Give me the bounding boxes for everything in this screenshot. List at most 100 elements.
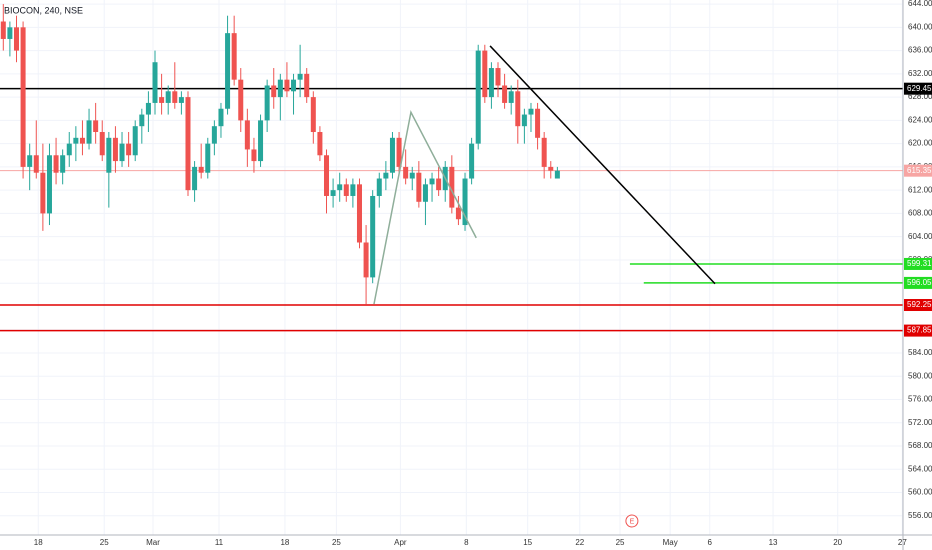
candle-body [178, 97, 184, 103]
y-tick-label: 640.00 [908, 22, 932, 31]
candle-body [225, 33, 231, 109]
candle-body [291, 79, 297, 92]
candle-body [548, 166, 554, 171]
candle-body [449, 166, 455, 208]
candle-body [403, 166, 409, 179]
candle-body [330, 190, 336, 196]
x-tick-label: 8 [464, 538, 469, 547]
candle-body [422, 184, 428, 202]
candle-body [159, 97, 165, 103]
candle-body [277, 79, 283, 98]
price-label: 596.05 [907, 278, 932, 287]
y-tick-label: 636.00 [908, 46, 932, 55]
candle-body [416, 172, 422, 202]
candle-body [152, 62, 158, 103]
candle-body [79, 137, 85, 144]
candle-body [172, 91, 178, 103]
candle-body [211, 126, 217, 144]
candle-body [383, 172, 389, 179]
y-tick-label: 572.00 [908, 418, 932, 427]
price-label: 587.85 [907, 326, 932, 335]
candle-body [554, 170, 560, 179]
y-tick-label: 632.00 [908, 69, 932, 78]
y-tick-label: 624.00 [908, 115, 932, 124]
candle-body [244, 120, 250, 150]
y-tick-label: 620.00 [908, 139, 932, 148]
y-tick-label: 556.00 [908, 511, 932, 520]
candle-body [192, 166, 198, 191]
candle-body [337, 184, 343, 191]
y-tick-label: 560.00 [908, 488, 932, 497]
x-tick-label: 20 [833, 538, 842, 547]
candle-body [488, 68, 494, 98]
y-tick-label: 608.00 [908, 209, 932, 218]
candle-body [462, 178, 468, 226]
y-tick-label: 644.00 [908, 0, 932, 8]
candle-body [455, 207, 461, 220]
candle-body [119, 143, 125, 162]
trend-line [373, 109, 477, 305]
x-tick-label: 25 [332, 538, 341, 547]
candle-body [535, 108, 541, 138]
candle-body [521, 114, 527, 127]
y-tick-label: 580.00 [908, 371, 932, 380]
price-label-bg [904, 276, 932, 289]
candle-body [429, 178, 435, 185]
candle-body [205, 143, 211, 173]
candle-body [482, 50, 488, 98]
candle-body [515, 91, 521, 127]
candle-body [27, 155, 33, 167]
candle-body [251, 149, 257, 162]
x-tick-label: 6 [708, 538, 713, 547]
x-tick-label: May [663, 538, 678, 547]
x-tick-label: 13 [769, 538, 778, 547]
y-tick-label: 612.00 [908, 185, 932, 194]
candle-body [231, 33, 237, 80]
candle-body [350, 184, 356, 196]
price-label-bg [904, 164, 932, 177]
y-tick-label: 564.00 [908, 464, 932, 473]
x-tick-label: 15 [523, 538, 532, 547]
candle-body [396, 137, 402, 167]
price-label-bg [904, 257, 932, 270]
x-tick-label: Mar [146, 538, 160, 547]
y-tick-label: 628.00 [908, 92, 932, 101]
candle-body [528, 108, 534, 115]
plot: E [0, 4, 903, 528]
candle-body [0, 21, 6, 39]
candle-body [356, 184, 362, 243]
candle-body [93, 120, 99, 133]
candle-body [46, 155, 52, 214]
price-label: 629.45 [907, 84, 932, 93]
candle-body [185, 97, 191, 191]
y-tick-label: 604.00 [908, 232, 932, 241]
candle-body [66, 143, 72, 156]
candle-body [297, 73, 303, 80]
x-tick-label: 25 [100, 538, 109, 547]
axes: 556.00 560.00 564.00 568.00 572.00 576.00 580.… [34, 0, 932, 547]
candle-body [508, 91, 514, 103]
candle-body [238, 79, 244, 121]
trend-line [489, 45, 716, 285]
candle-body [310, 97, 316, 133]
candle-body [126, 143, 132, 156]
price-label-bg [904, 324, 932, 337]
candle-body [40, 172, 46, 214]
candle-body [258, 120, 264, 162]
candle-body [53, 155, 59, 173]
candle-body [198, 166, 204, 173]
candle-body [363, 242, 369, 278]
candle-body [469, 143, 475, 179]
x-tick-label: 18 [280, 538, 289, 547]
candle-body [218, 108, 224, 127]
earnings-label: E [630, 518, 635, 525]
x-tick-label: Apr [394, 538, 407, 547]
x-tick-label: 27 [898, 538, 907, 547]
price-label-bg [904, 82, 932, 95]
candle-body [541, 137, 547, 167]
candle-body [20, 27, 26, 167]
x-tick-label: 11 [215, 538, 224, 547]
y-tick-label: 568.00 [908, 441, 932, 450]
earnings-marker [625, 514, 639, 528]
